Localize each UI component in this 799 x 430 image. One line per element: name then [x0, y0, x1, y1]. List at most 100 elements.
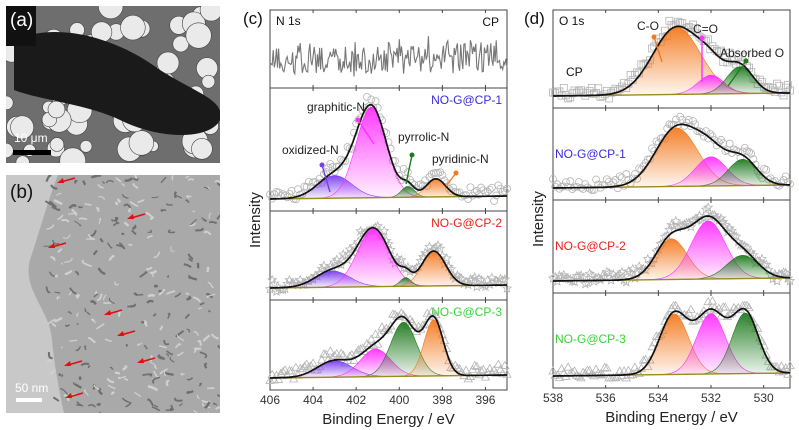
texture-stroke: [189, 219, 197, 227]
panel-label-b: (b): [10, 182, 33, 203]
data-point: [719, 139, 728, 148]
core-level-title: N 1s: [276, 14, 301, 28]
texture-stroke: [206, 293, 216, 298]
data-point: [485, 363, 495, 372]
x-tick-label: 406: [260, 393, 280, 407]
data-point: [602, 363, 612, 372]
scale-bar-label-b: 50 nm: [15, 381, 48, 395]
texture-stroke: [192, 210, 196, 213]
texture-stroke: [129, 200, 139, 207]
texture-stroke: [117, 375, 127, 379]
data-point: [338, 350, 348, 359]
grid-hole: [201, 74, 216, 89]
texture-stroke: [109, 366, 114, 370]
texture-stroke: [104, 338, 112, 343]
data-point: [371, 97, 380, 106]
texture-stroke: [159, 368, 169, 375]
grid-hole: [59, 147, 86, 163]
texture-stroke: [44, 200, 55, 207]
texture-stroke: [76, 403, 84, 407]
scale-bar-b: [16, 398, 42, 402]
texture-stroke: [149, 269, 158, 275]
x-tick-label: 532: [701, 391, 721, 405]
texture-stroke: [174, 191, 178, 199]
sample-label: NO-G@CP-2: [555, 239, 626, 253]
texture-stroke: [64, 270, 73, 276]
texture-stroke: [151, 196, 159, 199]
data-point: [596, 92, 605, 101]
data-point: [618, 173, 626, 182]
texture-stroke: [92, 249, 98, 256]
texture-stroke: [102, 181, 105, 185]
data-point: [291, 362, 301, 371]
texture-stroke: [149, 215, 155, 220]
x-tick-label: 534: [648, 391, 668, 405]
grid-hole: [156, 51, 180, 75]
texture-stroke: [121, 232, 125, 235]
texture-stroke: [186, 195, 192, 199]
texture-stroke: [57, 248, 63, 254]
y-axis-label: Intensity: [247, 192, 264, 248]
texture-stroke: [170, 246, 175, 252]
panel-label-d: (d): [524, 9, 545, 28]
data-point: [623, 365, 634, 374]
data-point: [607, 181, 616, 189]
data-point: [786, 86, 794, 95]
texture-stroke: [183, 263, 192, 269]
data-point: [501, 283, 513, 293]
data-point: [318, 260, 330, 271]
texture-stroke: [84, 202, 92, 206]
data-point: [306, 361, 316, 370]
texture-stroke: [158, 344, 167, 349]
texture-stroke: [63, 394, 70, 402]
texture-stroke: [111, 218, 119, 222]
data-point: [700, 204, 712, 215]
data-point: [478, 364, 488, 373]
data-point: [503, 184, 511, 193]
data-point: [452, 270, 463, 280]
data-point: [500, 360, 510, 369]
data-point: [498, 368, 508, 378]
data-point: [294, 274, 306, 285]
annotation-arrow: [357, 119, 375, 145]
data-point: [461, 365, 471, 374]
data-point: [563, 362, 573, 371]
data-point: [732, 146, 741, 155]
data-point: [493, 359, 504, 368]
data-point: [329, 350, 340, 360]
annotation-oxidized-N: oxidized-N: [282, 143, 339, 157]
data-point: [583, 89, 592, 97]
subplot-CP: CP: [549, 10, 794, 108]
data-point: [595, 369, 606, 378]
data-point: [747, 149, 756, 158]
data-point: [554, 372, 565, 381]
data-point: [577, 86, 585, 95]
data-point: [566, 93, 575, 102]
texture-stroke: [187, 253, 194, 260]
data-point: [602, 175, 611, 184]
texture-stroke: [196, 394, 200, 400]
data-point: [367, 95, 376, 104]
data-point: [416, 180, 425, 188]
raw-spectrum-line: [269, 36, 508, 77]
texture-stroke: [84, 345, 87, 351]
data-point: [726, 225, 738, 236]
texture-stroke: [140, 321, 145, 324]
texture-stroke: [68, 204, 78, 210]
data-point: [710, 136, 719, 145]
data-point: [350, 128, 358, 137]
data-point: [474, 369, 484, 379]
x-tick-label: 400: [389, 393, 409, 407]
texture-stroke: [143, 344, 148, 350]
texture-stroke: [80, 362, 90, 367]
data-point: [414, 181, 423, 190]
data-point: [762, 165, 771, 174]
data-point: [749, 155, 758, 164]
data-point: [724, 222, 735, 233]
data-point: [280, 365, 290, 374]
y-axis-label: Intensity: [530, 191, 547, 247]
grid-hole: [6, 142, 14, 159]
texture-stroke: [166, 353, 170, 357]
texture-stroke: [134, 391, 142, 397]
data-point: [279, 190, 287, 199]
